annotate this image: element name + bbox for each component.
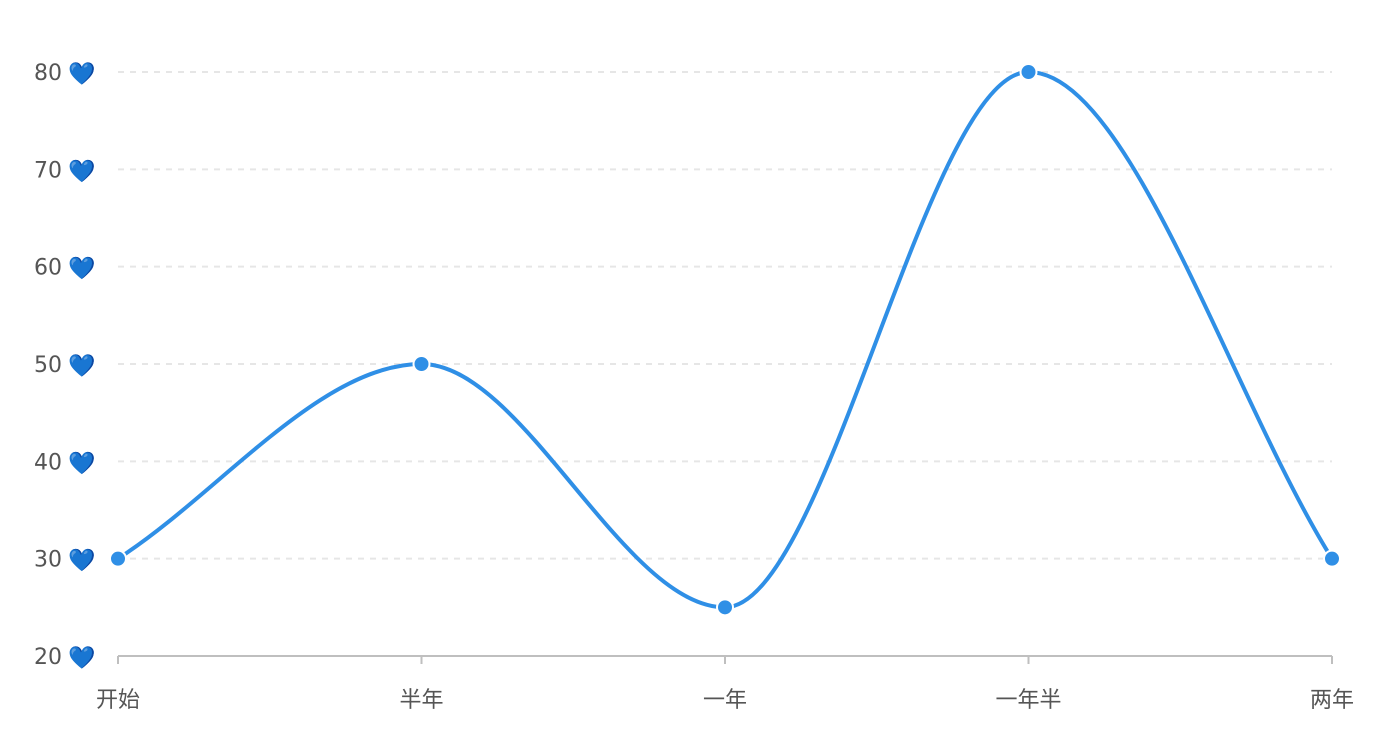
point-layer — [109, 63, 1341, 617]
heart-icon: 💙 — [68, 158, 96, 184]
heart-icon: 💙 — [68, 548, 96, 574]
label-layer: 20 💙30 💙40 💙50 💙60 💙70 💙80 💙开始 半年 一年 一年半 两年 — [34, 61, 1354, 713]
y-tick-label: 60 — [34, 256, 62, 281]
data-point — [109, 549, 127, 568]
grid-layer — [118, 71, 1332, 560]
y-tick-label: 50 — [34, 353, 62, 378]
series-line — [116, 70, 1334, 610]
x-tick-label: 一年半 — [995, 688, 1061, 713]
x-tick-label: 一年 — [703, 688, 747, 713]
y-tick-label: 80 — [34, 61, 62, 86]
heart-icon: 💙 — [68, 353, 96, 379]
y-tick-label: 30 — [34, 548, 62, 573]
data-point — [412, 355, 431, 373]
x-tick-label: 开始 — [96, 688, 140, 713]
x-tick-label: 半年 — [399, 688, 443, 713]
heart-icon: 💙 — [68, 61, 96, 87]
y-tick-label: 20 — [34, 645, 62, 670]
data-point — [716, 598, 734, 617]
x-tick-label: 两年 — [1310, 688, 1354, 713]
heart-icon: 💙 — [68, 450, 96, 476]
y-tick-label: 40 — [34, 450, 62, 475]
y-tick-label: 70 — [34, 158, 62, 183]
axis-layer — [117, 655, 1333, 664]
data-point — [1019, 63, 1038, 81]
heart-icon: 💙 — [68, 645, 96, 671]
heart-icon: 💙 — [68, 256, 96, 282]
series-layer — [116, 70, 1334, 610]
data-point — [1323, 549, 1341, 568]
